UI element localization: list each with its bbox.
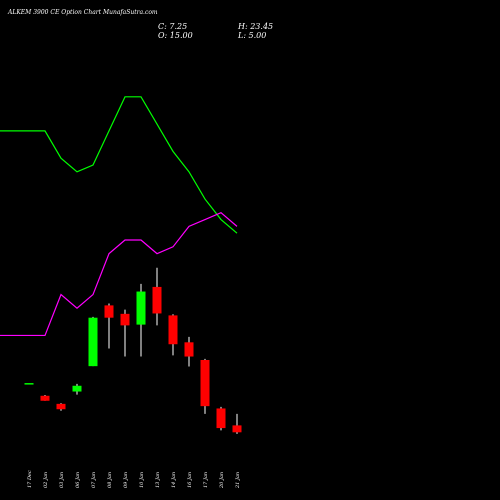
x-tick-label: 08 Jan — [107, 472, 113, 488]
candle-17-jan — [200, 358, 210, 414]
candle-body — [88, 317, 98, 367]
candle-body — [120, 313, 130, 326]
close-readout: C: 7.25 — [158, 22, 187, 31]
x-tick-label: 21 Jan — [235, 472, 241, 489]
candle-body — [168, 315, 178, 345]
candles — [24, 267, 242, 434]
candle-body — [184, 342, 194, 357]
candle-02-jan — [40, 395, 50, 401]
x-tick-label: 10 Jan — [139, 472, 145, 488]
candle-body — [40, 395, 50, 401]
chart-title: ALKEM 3900 CE Option Chart MunafaSutra.c… — [7, 9, 158, 16]
x-tick-label: 14 Jan — [171, 472, 177, 488]
candle-16-jan — [184, 336, 194, 367]
x-tick-label: 17 Jan — [203, 472, 209, 488]
candle-body — [200, 360, 210, 407]
candle-body — [152, 286, 162, 314]
x-tick-label: 16 Jan — [187, 472, 193, 488]
indicator-lines — [0, 96, 238, 337]
candle-10-jan — [136, 283, 146, 357]
candle-13-jan — [152, 267, 162, 326]
high-readout: H: 23.45 — [237, 22, 273, 31]
candle-body — [72, 385, 82, 392]
candle-body — [232, 425, 242, 433]
open-readout: O: 15.00 — [158, 31, 193, 40]
candle-07-jan — [88, 316, 98, 367]
x-tick-label: 07 Jan — [91, 472, 97, 488]
x-tick-label: 02 Jan — [43, 472, 49, 488]
candle-14-jan — [168, 314, 178, 356]
candle-09-jan — [120, 309, 130, 357]
x-tick-label: 13 Jan — [155, 472, 161, 488]
candle-body — [24, 383, 34, 385]
candle-body — [216, 408, 226, 429]
indicator-line-2 — [0, 212, 238, 337]
candle-03-jan — [56, 403, 66, 411]
low-readout: L: 5.00 — [237, 31, 266, 40]
candle-body — [136, 291, 146, 325]
x-tick-label: 20 Jan — [219, 472, 225, 489]
candle-20-jan — [216, 406, 226, 431]
x-tick-label: 06 Jan — [75, 472, 81, 488]
candle-body — [56, 403, 66, 410]
candle-17-dec — [24, 383, 34, 385]
candle-08-jan — [104, 303, 114, 349]
x-tick-label: 03 Jan — [59, 472, 65, 488]
candle-21-jan — [232, 413, 242, 434]
x-axis-labels: 17 Dec 02 Jan 03 Jan 06 Jan 07 Jan 08 Jan 09 J… — [27, 470, 241, 489]
candle-06-jan — [72, 383, 82, 395]
x-tick-label: 17 Dec — [27, 470, 33, 488]
indicator-line-1 — [0, 96, 238, 234]
x-tick-label: 09 Jan — [123, 472, 129, 488]
candle-body — [104, 305, 114, 318]
